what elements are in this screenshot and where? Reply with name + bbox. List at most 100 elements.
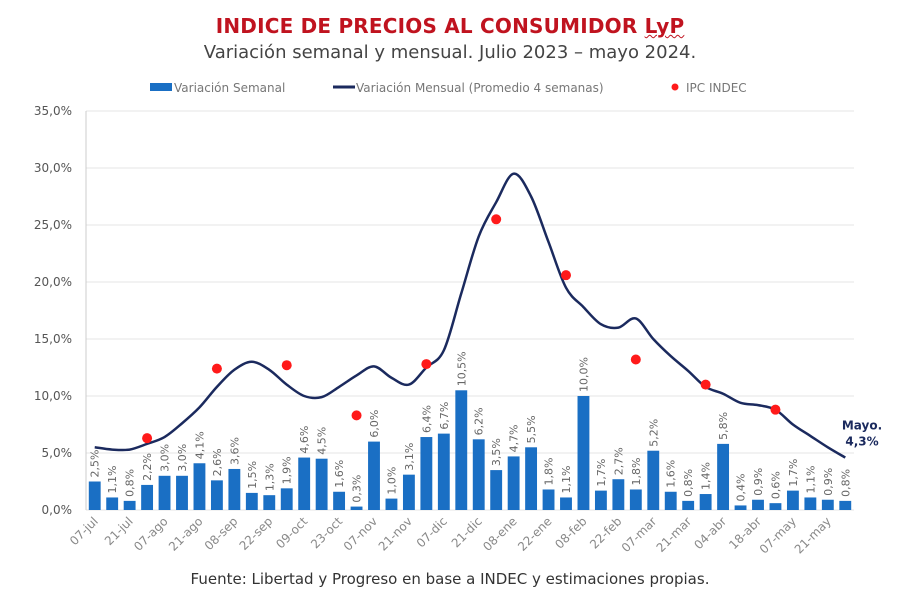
x-tick-label: 23-oct	[308, 514, 345, 551]
bar-data-label: 0,9%	[752, 468, 765, 496]
bar	[88, 481, 101, 510]
bar-data-label: 0,8%	[124, 469, 137, 497]
bar	[106, 497, 119, 510]
bar-data-label: 4,7%	[508, 424, 521, 452]
y-tick-label: 0,0%	[42, 503, 73, 517]
x-tick-label: 09-oct	[273, 514, 310, 551]
source-note: Fuente: Libertad y Progreso en base a IN…	[190, 570, 710, 588]
ipc-indec-point	[491, 214, 502, 225]
y-tick-label: 35,0%	[34, 104, 72, 118]
bar-data-label: 1,9%	[281, 456, 294, 484]
title-brand: LyP	[644, 14, 685, 38]
bar-data-label: 1,7%	[595, 459, 608, 487]
bar-data-label: 1,1%	[804, 466, 817, 494]
bar	[315, 458, 328, 510]
y-tick-label: 15,0%	[34, 332, 72, 346]
bar-data-label: 2,5%	[89, 450, 102, 478]
bar	[682, 500, 695, 510]
bar-data-label: 5,2%	[647, 419, 660, 447]
x-tick-label: 22-sep	[237, 514, 276, 553]
bar	[245, 492, 258, 510]
bar	[350, 506, 363, 510]
bar	[228, 468, 241, 510]
bar-data-label: 3,1%	[403, 443, 416, 471]
ipc-indec-point	[561, 270, 571, 281]
legend-label-ipc: IPC INDEC	[686, 81, 747, 95]
bar	[717, 443, 730, 510]
ipc-indec-point	[700, 379, 711, 390]
x-tick-label: 08-feb	[552, 514, 589, 551]
chart-svg: 0,0% 5,0% 10,0% 15,0% 20,0% 25,0% 30,0% 35,0% 2,…	[34, 81, 882, 556]
bar-data-label: 1,0%	[385, 467, 398, 495]
bar	[839, 500, 852, 510]
bar	[472, 439, 485, 510]
bar-data-label: 1,1%	[106, 466, 119, 494]
legend-dot-swatch	[671, 83, 679, 91]
bar-data-label: 3,0%	[176, 444, 189, 472]
bar	[507, 456, 520, 510]
x-tick-label: 07-may	[757, 514, 799, 556]
x-tick-label: 08-ene	[480, 514, 520, 554]
bar-data-label: 1,1%	[560, 466, 573, 494]
bar	[804, 497, 817, 510]
legend-label-monthly: Variación Mensual (Promedio 4 semanas)	[356, 81, 604, 95]
bar	[263, 495, 276, 510]
chart-title: INDICE DE PRECIOS AL CONSUMIDOR LyP	[0, 14, 900, 38]
x-tick-label: 21-ago	[166, 514, 206, 554]
bar	[490, 470, 503, 510]
bar-data-label: 0,4%	[735, 473, 748, 501]
bar	[560, 497, 572, 510]
chart-subtitle: Variación semanal y mensual. Julio 2023 …	[203, 42, 697, 63]
bar-data-label: 4,6%	[298, 426, 311, 454]
annotation-may-value: 4,3%	[845, 435, 878, 449]
bar	[525, 447, 538, 510]
bar	[699, 494, 712, 510]
bar-data-label: 6,2%	[473, 407, 486, 435]
bar-data-label: 6,4%	[420, 405, 433, 433]
bar-data-label: 3,5%	[490, 438, 503, 466]
x-tick-label: 08-sep	[202, 514, 241, 553]
bar	[158, 475, 171, 510]
bar	[786, 490, 799, 510]
bar	[577, 396, 590, 510]
bar	[420, 437, 433, 510]
bar-data-label: 5,8%	[717, 412, 730, 440]
bar-data-label: 1,5%	[246, 461, 259, 489]
ipc-indec-point	[211, 363, 222, 374]
bar-data-label: 0,3%	[351, 475, 364, 503]
bar-data-label: 1,7%	[787, 459, 800, 487]
bar	[821, 499, 834, 510]
x-tick-label: 22-ene	[515, 514, 555, 554]
bar-data-label: 4,5%	[316, 427, 329, 455]
legend-label-weekly: Variación Semanal	[174, 81, 285, 95]
x-tick-label: 07-mar	[619, 514, 660, 555]
bar-data-label: 0,8%	[839, 469, 852, 497]
x-tick-label: 07-jul	[67, 514, 101, 548]
bar-data-label: 1,6%	[665, 460, 678, 488]
bar	[333, 491, 346, 510]
bar-data-label: 4,1%	[193, 431, 206, 459]
bar	[612, 479, 625, 510]
legend-bar-swatch	[150, 83, 172, 91]
bar-data-label: 0,9%	[822, 468, 835, 496]
bar	[664, 491, 677, 510]
bar	[141, 484, 154, 510]
ipc-indec-point	[770, 404, 781, 415]
bar-data-label: 10,0%	[577, 357, 590, 392]
x-tick-label: 04-abr	[691, 514, 729, 552]
bar-data-label: 1,3%	[263, 463, 276, 491]
bar	[176, 475, 188, 510]
y-tick-label: 5,0%	[42, 446, 73, 460]
x-tick-label: 07-nov	[341, 514, 380, 553]
bar	[210, 480, 223, 510]
ipc-indec-point	[281, 360, 292, 371]
y-tick-label: 30,0%	[34, 161, 72, 175]
bar-data-label: 2,6%	[211, 448, 224, 476]
x-tick-label: 21-may	[792, 514, 834, 556]
bar	[769, 503, 782, 510]
bar-data-label: 0,8%	[682, 469, 695, 497]
bar	[385, 498, 398, 510]
x-tick-label: 21-nov	[376, 514, 415, 553]
ipc-indec-point	[421, 359, 432, 370]
